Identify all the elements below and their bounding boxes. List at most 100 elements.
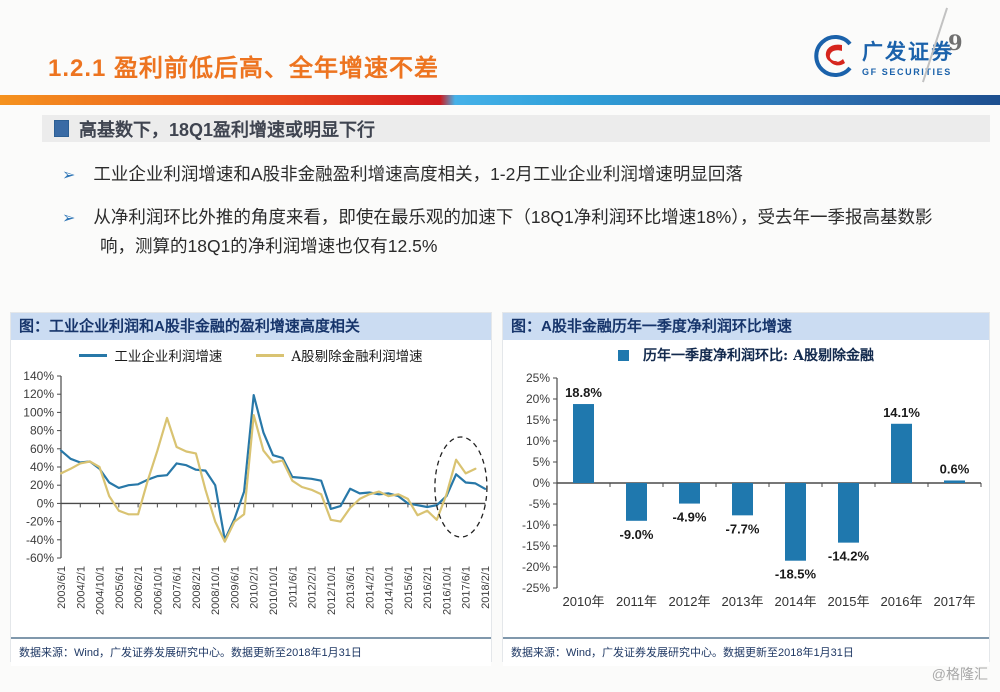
legend-item: A股剔除金融利润增速 bbox=[256, 345, 423, 365]
left-chart-title: 图：工业企业利润和A股非金融的盈利增速高度相关 bbox=[11, 313, 491, 340]
legend-label: 工业企业利润增速 bbox=[114, 349, 223, 365]
right-chart-source: 数据来源：Wind，广发证券发展研究中心。数据更新至2018年1月31日 bbox=[503, 637, 989, 666]
svg-text:2008/10/1: 2008/10/1 bbox=[210, 566, 222, 615]
bar-category-label: 2012年 bbox=[669, 594, 711, 609]
y-axis: 140% 120% 100% 80% 60% 40% 20% 0% -20% -40% -60% bbox=[23, 370, 62, 565]
svg-text:100%: 100% bbox=[23, 405, 54, 419]
svg-text:0%: 0% bbox=[533, 476, 551, 490]
svg-text:120%: 120% bbox=[23, 387, 54, 401]
bar-category-label: 2017年 bbox=[934, 594, 976, 609]
svg-text:-20%: -20% bbox=[26, 515, 54, 529]
bar-category-label: 2014年 bbox=[775, 594, 817, 609]
svg-text:5%: 5% bbox=[533, 455, 551, 469]
svg-text:2004/2/1: 2004/2/1 bbox=[75, 566, 87, 609]
bar bbox=[573, 404, 594, 483]
left-chart-card: 图：工业企业利润和A股非金融的盈利增速高度相关 工业企业利润增速 A股剔除金融利润… bbox=[10, 312, 492, 666]
svg-text:25%: 25% bbox=[526, 371, 550, 385]
y-axis: 25% 20% 15% 10% 5% 0% -5% -10% -15% -20% -25% bbox=[522, 371, 558, 595]
bullet-text-1: 工业企业利润增速和A股非金融盈利增速高度相关，1-2月工业企业利润增速明显回落 bbox=[93, 164, 743, 184]
right-chart-bar-plot: 25% 20% 15% 10% 5% 0% -5% -10% -15% -20% -25% 18.8%… bbox=[522, 371, 982, 609]
left-chart-legend: 工业企业利润增速 A股剔除金融利润增速 bbox=[11, 340, 491, 370]
gf-securities-logo: 广发证券 GF SECURITIES bbox=[812, 34, 954, 78]
bar-value-label: -14.2% bbox=[828, 549, 870, 564]
bullet-item-1: ➢ 工业企业利润增速和A股非金融盈利增速高度相关，1-2月工业企业利润增速明显回落 bbox=[62, 160, 942, 189]
svg-text:-25%: -25% bbox=[522, 581, 550, 595]
page-number: 9 bbox=[948, 30, 963, 55]
bar-category-label: 2016年 bbox=[881, 594, 923, 609]
logo-text: 广发证券 GF SECURITIES bbox=[862, 36, 954, 77]
section-heading: 高基数下，18Q1盈利增速或明显下行 bbox=[42, 115, 990, 142]
svg-text:80%: 80% bbox=[30, 424, 54, 438]
left-chart-source: 数据来源：Wind，广发证券发展研究中心。数据更新至2018年1月31日 bbox=[11, 637, 491, 666]
right-chart-title: 图：A股非金融历年一季度净利润环比增速 bbox=[503, 313, 989, 340]
series-line bbox=[59, 394, 487, 541]
x-axis: 2003/6/1 2004/2/1 2004/10/1 2005/6/1 2006/2/… bbox=[56, 502, 492, 615]
legend-label: 历年一季度净利润环比: A股剔除金融 bbox=[643, 348, 874, 364]
svg-text:140%: 140% bbox=[23, 370, 54, 383]
legend-item: 历年一季度净利润环比: A股剔除金融 bbox=[618, 345, 874, 365]
svg-text:2003/6/1: 2003/6/1 bbox=[56, 566, 68, 609]
bar bbox=[838, 483, 859, 543]
svg-text:2011/6/1: 2011/6/1 bbox=[287, 566, 299, 608]
svg-text:2015/6/1: 2015/6/1 bbox=[403, 566, 415, 609]
svg-text:2014/2/1: 2014/2/1 bbox=[364, 566, 376, 609]
svg-text:10%: 10% bbox=[526, 434, 550, 448]
svg-text:2007/6/1: 2007/6/1 bbox=[172, 566, 184, 609]
bar bbox=[785, 483, 806, 561]
bar bbox=[626, 483, 647, 521]
svg-text:2016/10/1: 2016/10/1 bbox=[441, 566, 453, 615]
svg-text:-60%: -60% bbox=[26, 551, 54, 565]
bar-value-label: -4.9% bbox=[673, 510, 707, 525]
bar bbox=[944, 480, 965, 483]
svg-text:-40%: -40% bbox=[26, 533, 54, 547]
svg-text:2017/6/1: 2017/6/1 bbox=[461, 566, 473, 609]
svg-text:-15%: -15% bbox=[522, 539, 550, 553]
bar-value-label: 0.6% bbox=[940, 461, 970, 476]
svg-text:2010/10/1: 2010/10/1 bbox=[268, 566, 280, 615]
square-bullet-icon bbox=[54, 120, 69, 137]
x-axis bbox=[556, 482, 982, 487]
svg-text:0%: 0% bbox=[37, 496, 55, 510]
bar-value-label: -9.0% bbox=[620, 527, 654, 542]
legend-item: 工业企业利润增速 bbox=[79, 345, 222, 365]
bar-value-label: -18.5% bbox=[775, 567, 817, 582]
legend-square-swatch bbox=[618, 349, 630, 361]
svg-text:-5%: -5% bbox=[529, 497, 551, 511]
series-line bbox=[59, 414, 477, 543]
svg-text:15%: 15% bbox=[526, 413, 550, 427]
left-chart-line-plot: 140%120%100%80%60%40%20%0%-20%-40%-60%20… bbox=[23, 370, 492, 615]
bar-category-label: 2013年 bbox=[722, 594, 764, 609]
gradient-divider-bar bbox=[0, 95, 1000, 105]
svg-text:2005/6/1: 2005/6/1 bbox=[114, 566, 126, 609]
legend-label: A股剔除金融利润增速 bbox=[291, 349, 423, 365]
page-title: 1.2.1 盈利前低后高、全年增速不差 bbox=[48, 55, 440, 82]
svg-text:2004/10/1: 2004/10/1 bbox=[95, 566, 107, 615]
arrow-bullet-icon: ➢ bbox=[62, 167, 76, 184]
svg-text:-10%: -10% bbox=[522, 518, 550, 532]
bar bbox=[732, 483, 753, 516]
bullet-text-2: 从净利润环比外推的角度来看，即使在最乐观的加速下（18Q1净利润环比增速18%）… bbox=[93, 207, 933, 256]
svg-text:20%: 20% bbox=[30, 478, 54, 492]
svg-text:2006/2/1: 2006/2/1 bbox=[133, 566, 145, 609]
svg-text:2016/2/1: 2016/2/1 bbox=[422, 566, 434, 609]
bar-category-label: 2011年 bbox=[616, 594, 657, 609]
arrow-bullet-icon: ➢ bbox=[62, 210, 76, 227]
bar bbox=[679, 483, 700, 504]
svg-text:2012/10/1: 2012/10/1 bbox=[326, 566, 338, 615]
watermark: @格隆汇 bbox=[931, 666, 988, 682]
legend-line-swatch bbox=[79, 353, 108, 357]
bullet-item-2: ➢ 从净利润环比外推的角度来看，即使在最乐观的加速下（18Q1净利润环比增速18%… bbox=[62, 203, 942, 260]
bar-value-label: -7.7% bbox=[726, 521, 760, 536]
right-chart-legend: 历年一季度净利润环比: A股剔除金融 bbox=[503, 340, 989, 370]
bar bbox=[891, 423, 912, 483]
svg-text:2018/2/1: 2018/2/1 bbox=[480, 566, 492, 609]
svg-text:2010/2/1: 2010/2/1 bbox=[249, 566, 261, 609]
bar-value-label: 14.1% bbox=[883, 405, 920, 420]
svg-text:-20%: -20% bbox=[522, 560, 550, 574]
svg-text:2009/6/1: 2009/6/1 bbox=[229, 566, 241, 609]
right-chart-card: 图：A股非金融历年一季度净利润环比增速 历年一季度净利润环比: A股剔除金融 2… bbox=[502, 312, 990, 666]
logo-cn: 广发证券 bbox=[862, 40, 954, 64]
logo-en: GF SECURITIES bbox=[862, 66, 952, 77]
bar-value-label: 18.8% bbox=[565, 385, 602, 400]
